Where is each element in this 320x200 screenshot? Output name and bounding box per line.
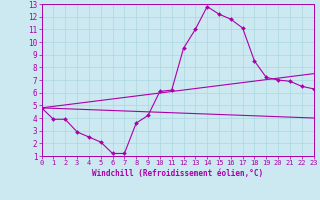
X-axis label: Windchill (Refroidissement éolien,°C): Windchill (Refroidissement éolien,°C) [92, 169, 263, 178]
